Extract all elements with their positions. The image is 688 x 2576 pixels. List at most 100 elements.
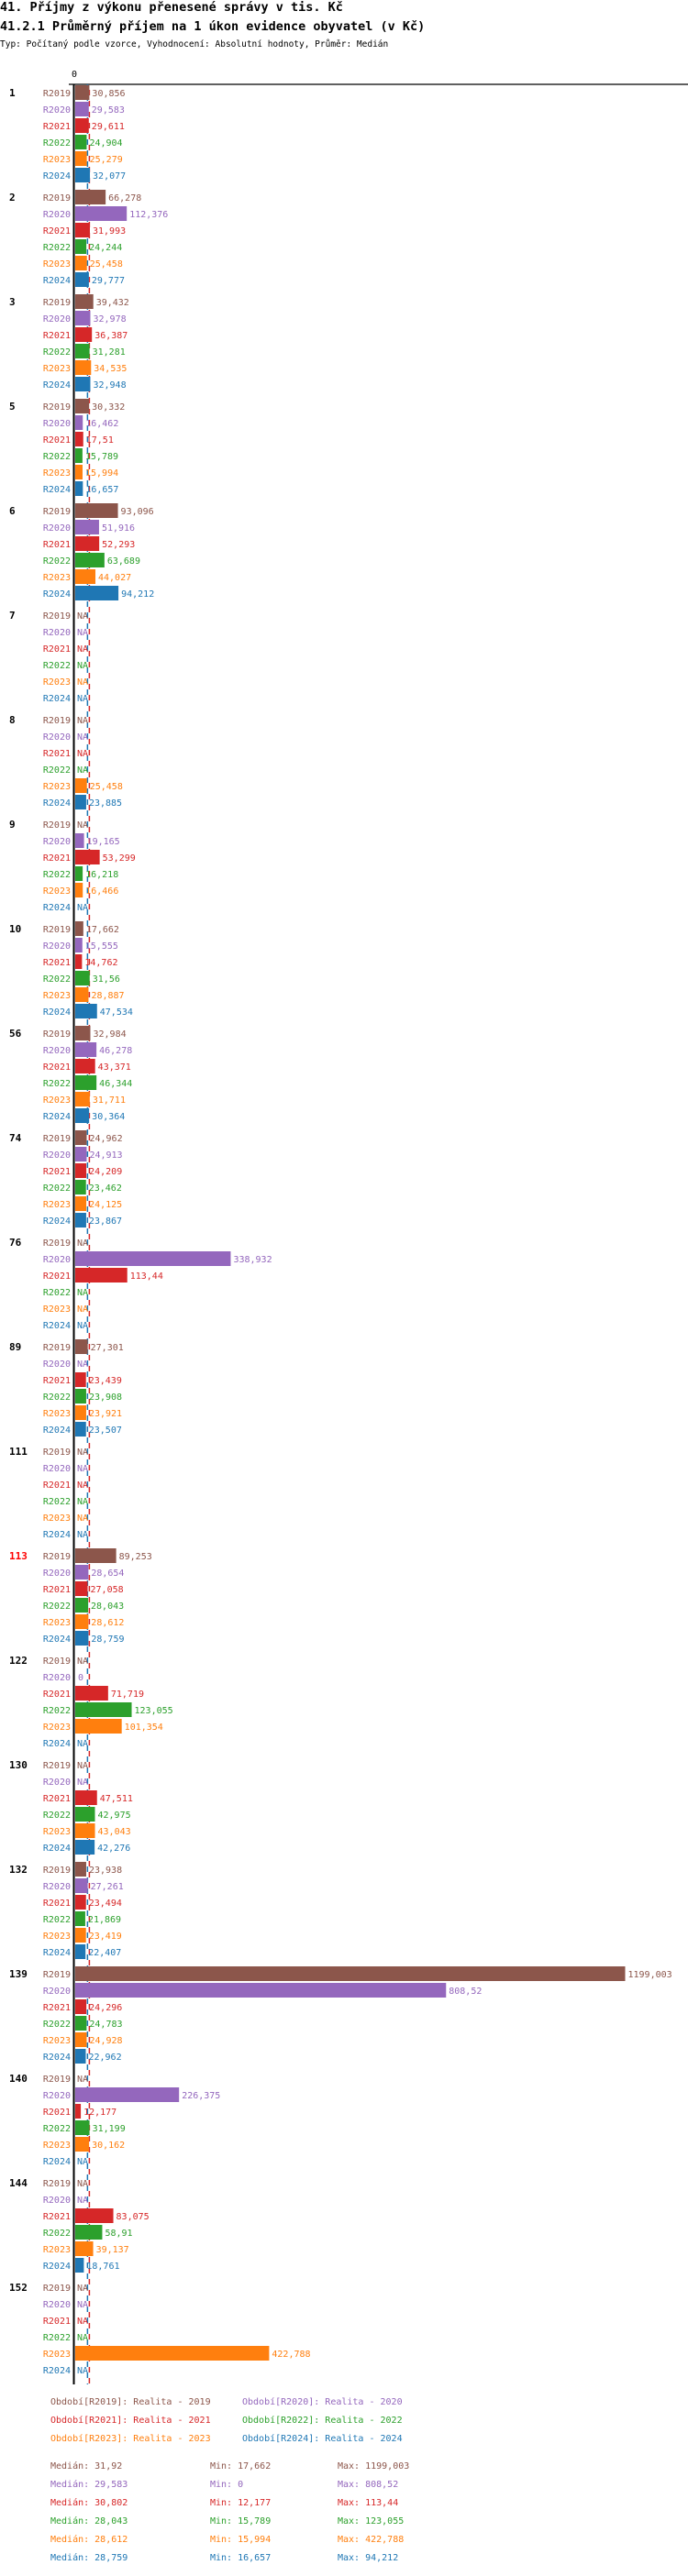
row-label: R2021 xyxy=(43,2212,71,2222)
row-label: R2024 xyxy=(43,2053,71,2063)
value-label: 24,962 xyxy=(89,1134,122,1144)
bar-139-r2023 xyxy=(75,2032,87,2047)
row-label: R2023 xyxy=(43,1095,71,1106)
group-label: 5 xyxy=(9,401,16,413)
bar-144-r2023 xyxy=(75,2241,94,2256)
value-label: 23,462 xyxy=(89,1183,122,1194)
value-label: 47,534 xyxy=(100,1007,133,1018)
na-label: NA xyxy=(77,903,88,913)
row-label: R2021 xyxy=(43,1376,71,1386)
row-label: R2019 xyxy=(43,611,71,622)
value-label: 30,162 xyxy=(92,2141,125,2151)
na-label: NA xyxy=(77,1321,88,1331)
row-label: R2019 xyxy=(43,1970,71,1980)
row-label: R2023 xyxy=(43,1409,71,1419)
na-label: NA xyxy=(77,661,88,671)
row-label: R2020 xyxy=(43,837,71,847)
value-label: 32,948 xyxy=(93,380,126,391)
value-label: 17,662 xyxy=(86,925,119,935)
value-label: 14,762 xyxy=(84,958,117,968)
stat-max-r2020: Max: 808,52 xyxy=(338,2480,398,2490)
bar-6-r2024 xyxy=(75,586,119,600)
row-label: R2020 xyxy=(43,941,71,952)
bar-3-r2021 xyxy=(75,327,93,342)
value-label: 66,278 xyxy=(108,193,141,204)
stat-min-r2019: Min: 17,662 xyxy=(210,2461,271,2471)
bar-10-r2020 xyxy=(75,938,83,952)
value-label: 31,281 xyxy=(93,347,126,358)
row-label: R2019 xyxy=(43,1134,71,1144)
chart-title: 41.2.1 Průměrný příjem na 1 úkon evidenc… xyxy=(0,19,426,34)
row-label: R2023 xyxy=(43,573,71,583)
value-label: 29,777 xyxy=(92,276,125,286)
stat-median-r2020: Medián: 29,583 xyxy=(50,2479,128,2490)
row-label: R2021 xyxy=(43,2108,71,2118)
bar-130-r2024 xyxy=(75,1840,95,1855)
row-label: R2021 xyxy=(43,331,71,341)
row-label: R2024 xyxy=(43,171,71,182)
stat-median-r2021: Medián: 30,802 xyxy=(50,2497,128,2508)
row-label: R2020 xyxy=(43,1150,71,1161)
bar-144-r2024 xyxy=(75,2258,84,2273)
value-label: 24,783 xyxy=(89,2020,122,2030)
stat-min-r2024: Min: 16,657 xyxy=(210,2553,271,2563)
bar-2-r2022 xyxy=(75,239,87,254)
na-label: NA xyxy=(77,1360,88,1370)
row-label: R2020 xyxy=(43,105,71,116)
group-label: 122 xyxy=(9,1655,28,1667)
stat-max-r2023: Max: 422,788 xyxy=(338,2535,404,2545)
row-label: R2021 xyxy=(43,1899,71,1909)
na-label: NA xyxy=(77,1481,88,1491)
na-label: NA xyxy=(77,2284,88,2294)
value-label: 44,027 xyxy=(98,573,131,583)
bar-89-r2022 xyxy=(75,1389,86,1404)
row-label: R2021 xyxy=(43,958,71,968)
stat-max-r2021: Max: 113,44 xyxy=(338,2498,398,2508)
value-label: 25,458 xyxy=(90,259,123,270)
value-label: 30,332 xyxy=(92,402,125,413)
row-label: R2023 xyxy=(43,677,71,688)
bar-5-r2022 xyxy=(75,448,83,463)
value-label: 42,975 xyxy=(97,1811,130,1821)
legend-item-r2020: Období[R2020]: Realita - 2020 xyxy=(242,2396,403,2407)
bar-3-r2022 xyxy=(75,344,90,358)
na-label: NA xyxy=(77,1778,88,1788)
row-label: R2024 xyxy=(43,380,71,391)
row-label: R2020 xyxy=(43,314,71,325)
bar-122-r2023 xyxy=(75,1719,122,1734)
row-label: R2019 xyxy=(43,2075,71,2085)
value-label: 23,419 xyxy=(89,1932,122,1942)
row-label: R2022 xyxy=(43,2333,71,2343)
bar-89-r2024 xyxy=(75,1422,86,1437)
bar-1-r2019 xyxy=(75,85,90,100)
bar-9-r2021 xyxy=(75,850,100,864)
bar-3-r2019 xyxy=(75,294,94,309)
value-label: 422,788 xyxy=(272,2350,310,2360)
row-label: R2024 xyxy=(43,694,71,704)
bar-8-r2023 xyxy=(75,778,87,793)
bar-10-r2023 xyxy=(75,987,89,1002)
row-label: R2022 xyxy=(43,2229,71,2239)
value-label: 28,759 xyxy=(91,1635,124,1645)
bar-1-r2020 xyxy=(75,102,89,116)
row-label: R2023 xyxy=(43,2141,71,2151)
row-label: R2022 xyxy=(43,1183,71,1194)
value-label: 32,978 xyxy=(93,314,126,325)
bar-1-r2022 xyxy=(75,135,87,149)
value-label: 31,199 xyxy=(93,2124,126,2134)
group-label: 144 xyxy=(9,2177,28,2189)
group-label: 56 xyxy=(9,1028,22,1040)
bar-10-r2021 xyxy=(75,954,83,969)
value-label: 22,962 xyxy=(88,2053,121,2063)
bar-74-r2021 xyxy=(75,1163,87,1178)
bar-2-r2020 xyxy=(75,206,128,221)
row-label: R2022 xyxy=(43,1288,71,1298)
value-label: 0 xyxy=(78,1673,83,1683)
na-label: NA xyxy=(77,1530,88,1540)
na-label: NA xyxy=(77,677,88,688)
value-label: 28,887 xyxy=(91,991,124,1001)
row-label: R2019 xyxy=(43,1866,71,1876)
legend-item-r2022: Období[R2022]: Realita - 2022 xyxy=(242,2415,403,2426)
row-label: R2019 xyxy=(43,89,71,99)
